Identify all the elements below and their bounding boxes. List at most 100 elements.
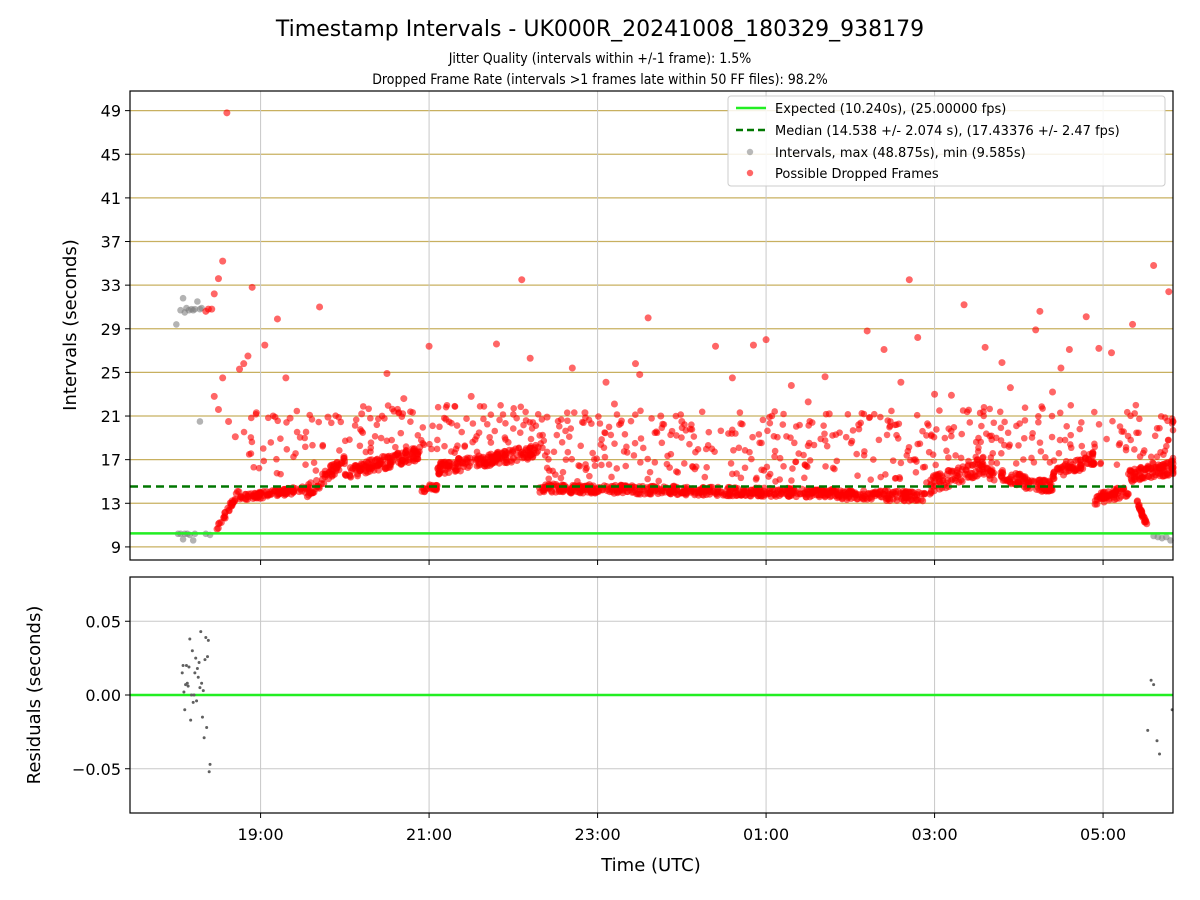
residual-point [198, 686, 202, 690]
dropped-frame-point [362, 462, 370, 470]
residual-point [1155, 739, 1159, 743]
dropped-frame-point [951, 474, 959, 482]
dropped-frame-point [952, 452, 959, 459]
dropped-frame-point [749, 433, 756, 441]
dropped-frame-point [631, 439, 639, 447]
dropped-frame-point [436, 423, 443, 431]
interval-point [179, 294, 187, 302]
dropped-frame-point [820, 422, 827, 429]
dropped-frame-point [928, 431, 935, 438]
dropped-frame-point [505, 438, 512, 446]
residual-point [207, 770, 211, 774]
dropped-frame-point [392, 443, 399, 451]
dropped-frame-point [223, 109, 231, 117]
dropped-frame-point [303, 493, 311, 501]
dropped-frame-point [528, 425, 536, 432]
dropped-frame-point [210, 290, 218, 298]
dropped-frame-point [855, 421, 863, 429]
dropped-frame-point [924, 420, 931, 427]
dropped-frame-point [373, 421, 381, 429]
dropped-frame-point [575, 462, 582, 469]
residual-point [182, 690, 186, 694]
dropped-frame-point [975, 444, 982, 452]
dropped-frame-point [762, 336, 770, 344]
dropped-frame-point [293, 407, 301, 415]
dropped-frame-point [1109, 417, 1116, 425]
dropped-frame-point [237, 493, 245, 501]
dropped-frame-point [316, 303, 324, 311]
dropped-frame-point [499, 411, 507, 418]
dropped-frame-point [365, 405, 372, 413]
dropped-frame-point [652, 428, 660, 435]
dropped-frame-point [214, 524, 222, 532]
dropped-frame-point [897, 378, 905, 386]
dropped-frame-point [434, 403, 442, 411]
residual-point [193, 671, 197, 675]
dropped-frame-point [770, 433, 778, 440]
x-tick-label: 19:00 [238, 825, 284, 844]
dropped-frame-point [332, 412, 339, 420]
dropped-frame-point [273, 455, 280, 463]
dropped-frame-point [534, 448, 542, 455]
dropped-frame-point [526, 449, 534, 457]
dropped-frame-point [555, 423, 563, 430]
dropped-frame-point [792, 458, 800, 466]
dropped-frame-point [657, 412, 665, 420]
dropped-frame-point [517, 403, 525, 411]
dropped-frame-point [1163, 470, 1171, 478]
dropped-frame-point [502, 420, 509, 427]
dropped-frame-point [565, 433, 573, 441]
dropped-frame-point [410, 445, 418, 453]
dropped-frame-point [644, 455, 652, 463]
dropped-frame-point [912, 456, 919, 463]
dropped-frame-point [916, 440, 924, 448]
dropped-frame-point [759, 416, 767, 424]
dropped-frame-point [1130, 476, 1138, 484]
dropped-frame-point [941, 434, 949, 442]
dropped-frame-point [1006, 441, 1013, 449]
dropped-frame-point [673, 432, 680, 439]
legend-box [727, 95, 1166, 187]
dropped-frame-point [644, 314, 652, 322]
dropped-frame-point [324, 413, 332, 421]
dropped-frame-point [778, 488, 786, 496]
dropped-frame-point [636, 371, 644, 379]
dropped-frame-point [1122, 492, 1130, 500]
dropped-frame-point [655, 477, 662, 485]
dropped-frame-point [445, 462, 453, 470]
dropped-frame-point [933, 426, 940, 433]
dropped-frame-point [1100, 494, 1108, 502]
dropped-frame-point [497, 402, 504, 409]
dropped-frame-point [273, 469, 281, 477]
dropped-frame-point [351, 422, 359, 429]
dropped-frame-point [290, 453, 297, 461]
dropped-frame-point [568, 364, 576, 372]
dropped-frame-point [960, 301, 968, 309]
dropped-frame-point [473, 448, 481, 456]
dropped-frame-point [567, 425, 575, 432]
dropped-frame-point [451, 402, 459, 410]
dropped-frame-point [513, 414, 520, 422]
dropped-frame-point [1133, 498, 1141, 506]
dropped-frame-point [1056, 436, 1064, 444]
residual-point [202, 736, 206, 740]
dropped-frame-point [562, 427, 569, 435]
dropped-frame-point [701, 473, 709, 481]
dropped-frame-point [283, 490, 291, 498]
residual-point [197, 661, 201, 665]
dropped-frame-point [527, 442, 535, 450]
dropped-frame-point [1078, 442, 1086, 450]
residuals-y-tick-label: 0.05 [85, 612, 121, 631]
dropped-frame-point [1097, 460, 1104, 468]
interval-point [173, 321, 180, 328]
dropped-frame-point [319, 441, 327, 449]
dropped-frame-point [549, 467, 557, 475]
dropped-frame-point [487, 439, 495, 446]
dropped-frame-point [1048, 412, 1056, 420]
dropped-frame-point [789, 465, 796, 472]
dropped-frame-point [760, 467, 768, 474]
dropped-frame-point [792, 423, 800, 430]
residual-point [205, 725, 209, 729]
dropped-frame-point [1055, 449, 1063, 457]
dropped-frame-point [1131, 410, 1138, 417]
